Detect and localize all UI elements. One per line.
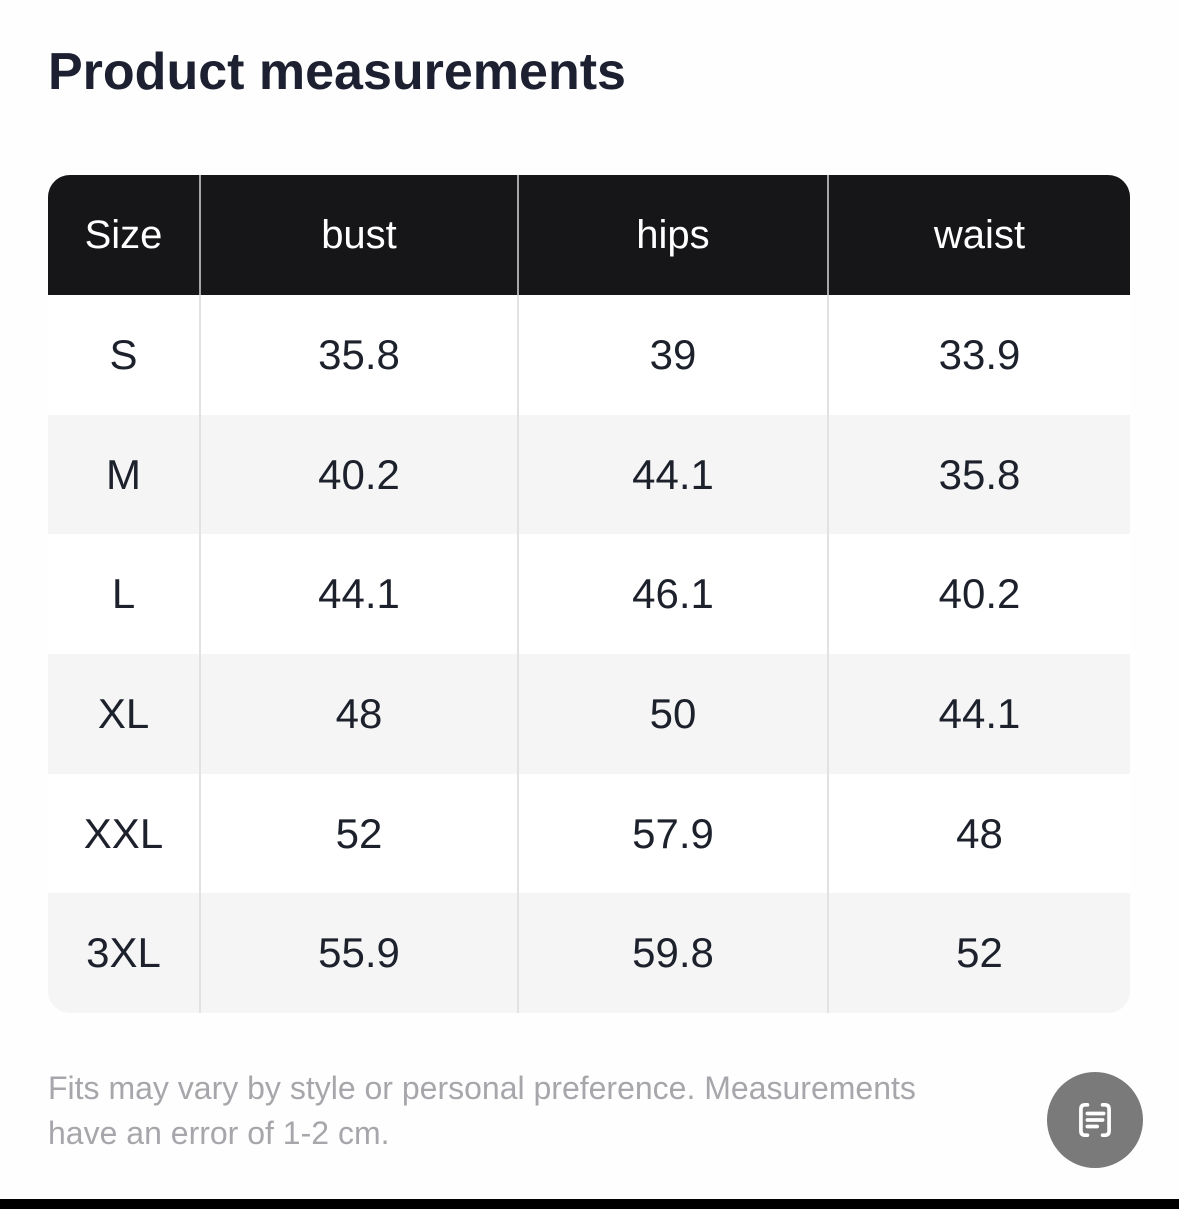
size-cell: L bbox=[111, 570, 136, 618]
fit-disclaimer-line2: have an error of 1-2 cm. bbox=[48, 1115, 390, 1151]
column-header-waist: waist bbox=[827, 175, 1130, 295]
scan-text-icon bbox=[1069, 1094, 1121, 1146]
hips-cell: 44.1 bbox=[517, 414, 827, 535]
measurements-table: Size bust hips waist S 35.8 39 33.9 M 40… bbox=[48, 175, 1130, 1013]
hips-cell: 39 bbox=[517, 295, 827, 415]
bottom-bar bbox=[0, 1199, 1179, 1209]
hips-cell: 59.8 bbox=[517, 893, 827, 1013]
waist-cell: 48 bbox=[827, 773, 1130, 894]
column-header-bust: bust bbox=[199, 175, 517, 295]
hips-cell: 50 bbox=[517, 654, 827, 774]
size-cell: XL bbox=[97, 689, 150, 737]
bust-cell: 55.9 bbox=[199, 893, 517, 1013]
table-row: 3XL 55.9 59.8 52 bbox=[48, 893, 1130, 1013]
waist-cell: 40.2 bbox=[827, 534, 1130, 655]
hips-cell: 46.1 bbox=[517, 534, 827, 655]
bust-cell: 48 bbox=[199, 654, 517, 774]
table-row: XXL 52 57.9 48 bbox=[48, 773, 1130, 894]
bust-cell: 44.1 bbox=[199, 534, 517, 655]
column-header-size: Size bbox=[84, 212, 163, 257]
size-cell: S bbox=[109, 330, 138, 378]
table-row: XL 48 50 44.1 bbox=[48, 654, 1130, 774]
bust-cell: 35.8 bbox=[199, 295, 517, 415]
scan-text-button[interactable] bbox=[1047, 1072, 1143, 1168]
page-title: Product measurements bbox=[48, 43, 626, 101]
table-row: M 40.2 44.1 35.8 bbox=[48, 414, 1130, 535]
size-cell: XXL bbox=[83, 809, 164, 857]
waist-cell: 44.1 bbox=[827, 654, 1130, 774]
table-row: S 35.8 39 33.9 bbox=[48, 295, 1130, 415]
size-cell: M bbox=[106, 450, 141, 498]
waist-cell: 33.9 bbox=[827, 295, 1130, 415]
waist-cell: 52 bbox=[827, 893, 1130, 1013]
hips-cell: 57.9 bbox=[517, 773, 827, 894]
bust-cell: 40.2 bbox=[199, 414, 517, 535]
table-header-row: Size bust hips waist bbox=[48, 175, 1130, 295]
waist-cell: 35.8 bbox=[827, 414, 1130, 535]
fit-disclaimer: Fits may vary by style or personal prefe… bbox=[48, 1066, 1108, 1156]
column-header-hips: hips bbox=[517, 175, 827, 295]
table-row: L 44.1 46.1 40.2 bbox=[48, 534, 1130, 655]
fit-disclaimer-line1: Fits may vary by style or personal prefe… bbox=[48, 1070, 916, 1106]
size-cell: 3XL bbox=[86, 929, 161, 977]
bust-cell: 52 bbox=[199, 773, 517, 894]
